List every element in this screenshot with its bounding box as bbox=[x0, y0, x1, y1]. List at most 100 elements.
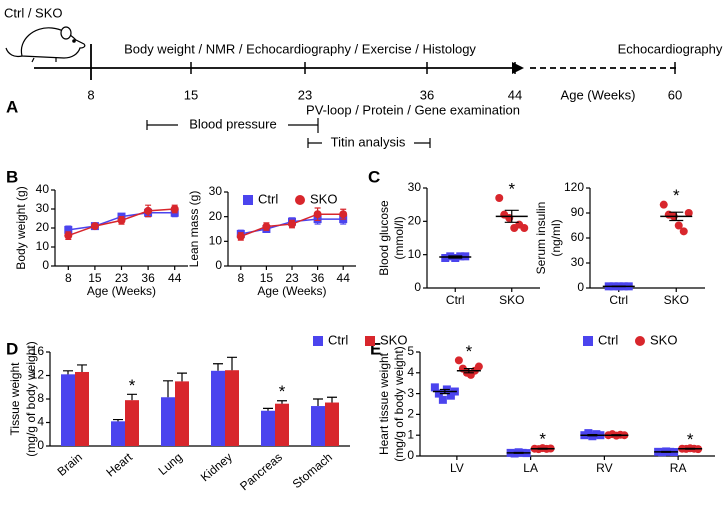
x-tick-label: Kidney bbox=[198, 450, 235, 484]
point bbox=[64, 231, 73, 240]
point bbox=[520, 224, 529, 232]
y-tick-label: 4 bbox=[407, 365, 414, 379]
bar bbox=[161, 397, 175, 446]
point bbox=[454, 356, 463, 365]
legend-marker bbox=[365, 336, 375, 346]
legend-marker bbox=[583, 336, 593, 346]
error-bar bbox=[513, 451, 524, 454]
legend-marker bbox=[243, 195, 253, 205]
y-axis-label: Blood glucose bbox=[377, 200, 391, 276]
bracket-label: Blood pressure bbox=[189, 116, 276, 131]
week-label: 36 bbox=[420, 87, 434, 102]
legend-label: SKO bbox=[380, 332, 407, 347]
y-tick-label: 3 bbox=[407, 386, 414, 400]
y-axis-label: (ng/ml) bbox=[549, 219, 563, 256]
x-tick-label: 15 bbox=[88, 271, 102, 285]
point bbox=[438, 395, 447, 404]
significance: * bbox=[279, 382, 286, 401]
bar bbox=[211, 370, 225, 446]
y-tick-label: 120 bbox=[564, 180, 584, 194]
x-axis-label: Age (Weeks) bbox=[87, 284, 156, 298]
point bbox=[434, 389, 443, 398]
error-bar bbox=[611, 434, 622, 437]
week-label: 8 bbox=[87, 87, 94, 102]
error-bar bbox=[537, 447, 548, 450]
bar bbox=[275, 403, 289, 446]
error-bar bbox=[227, 356, 237, 371]
error-bar bbox=[463, 368, 474, 374]
y-tick-label: 10 bbox=[408, 247, 422, 261]
significance: * bbox=[508, 179, 515, 198]
significance: * bbox=[687, 430, 694, 449]
x-tick-label: 36 bbox=[141, 271, 155, 285]
x-tick-label: RV bbox=[596, 461, 612, 475]
error-bar bbox=[685, 447, 696, 450]
error-bar bbox=[669, 211, 684, 222]
bar bbox=[75, 371, 89, 446]
subject-label: Ctrl / SKO bbox=[4, 5, 63, 20]
point bbox=[495, 194, 504, 202]
week-label: 60 bbox=[668, 87, 682, 102]
week-label: 15 bbox=[184, 87, 198, 102]
bar bbox=[311, 406, 325, 446]
x-tick-label: Lung bbox=[156, 450, 185, 478]
legend-label: Ctrl bbox=[328, 332, 348, 347]
y-tick-label: 30 bbox=[571, 255, 585, 269]
y-tick-label: 0 bbox=[37, 438, 44, 452]
error-bar bbox=[177, 372, 187, 382]
point bbox=[684, 209, 693, 217]
point bbox=[262, 222, 271, 231]
error-bar bbox=[439, 388, 450, 395]
panel-label: A bbox=[6, 97, 18, 116]
x-tick-label: SKO bbox=[499, 293, 524, 307]
y-tick-label: 0 bbox=[42, 258, 49, 272]
y-axis-label: (mg/g of body weight) bbox=[392, 346, 406, 461]
x-tick-label: 23 bbox=[285, 271, 299, 285]
y-tick-label: 30 bbox=[36, 201, 50, 215]
y-axis-label: (mg/g of body weight) bbox=[24, 341, 38, 456]
y-axis-label: Heart tissue weight bbox=[377, 352, 391, 455]
late-label: Echocardiography bbox=[618, 41, 723, 56]
point bbox=[117, 216, 126, 225]
point bbox=[674, 221, 683, 230]
error-bar bbox=[611, 285, 626, 288]
y-tick-label: 30 bbox=[209, 184, 223, 198]
legend-label: Ctrl bbox=[258, 191, 278, 206]
point bbox=[313, 210, 322, 219]
x-tick-label: 8 bbox=[237, 271, 244, 285]
bar bbox=[261, 410, 275, 446]
y-tick-label: 2 bbox=[407, 407, 414, 421]
error-bar bbox=[448, 255, 463, 259]
legend-marker bbox=[313, 336, 323, 346]
x-tick-label: 44 bbox=[337, 271, 351, 285]
y-tick-label: 16 bbox=[31, 344, 45, 358]
x-axis-label: Age (Weeks) bbox=[257, 284, 326, 298]
significance: * bbox=[673, 186, 680, 205]
y-tick-label: 0 bbox=[414, 280, 421, 294]
top-label: Body weight / NMR / Echocardiography / E… bbox=[124, 41, 476, 56]
panel-label: C bbox=[368, 167, 380, 186]
x-tick-label: Ctrl bbox=[446, 293, 465, 307]
y-axis-label: Tissue weight bbox=[8, 362, 22, 436]
point bbox=[659, 200, 668, 209]
error-bar bbox=[77, 364, 87, 372]
error-bar bbox=[263, 407, 273, 411]
y-tick-label: 10 bbox=[209, 234, 223, 248]
y-tick-label: 90 bbox=[571, 205, 585, 219]
point bbox=[441, 254, 450, 262]
error-bar bbox=[113, 418, 123, 422]
y-axis-label: (mmol/l) bbox=[392, 216, 406, 259]
y-tick-label: 8 bbox=[37, 391, 44, 405]
x-tick-label: Brain bbox=[55, 450, 85, 479]
x-tick-label: Pancreas bbox=[237, 450, 285, 493]
bar bbox=[125, 400, 139, 446]
point bbox=[679, 227, 688, 236]
significance: * bbox=[129, 376, 136, 395]
y-tick-label: 20 bbox=[209, 209, 223, 223]
x-tick-label: 23 bbox=[115, 271, 129, 285]
legend-label: SKO bbox=[650, 332, 677, 347]
x-tick-label: LV bbox=[450, 461, 464, 475]
legend-label: Ctrl bbox=[598, 332, 618, 347]
error-bar bbox=[213, 363, 223, 371]
y-tick-label: 60 bbox=[571, 230, 585, 244]
